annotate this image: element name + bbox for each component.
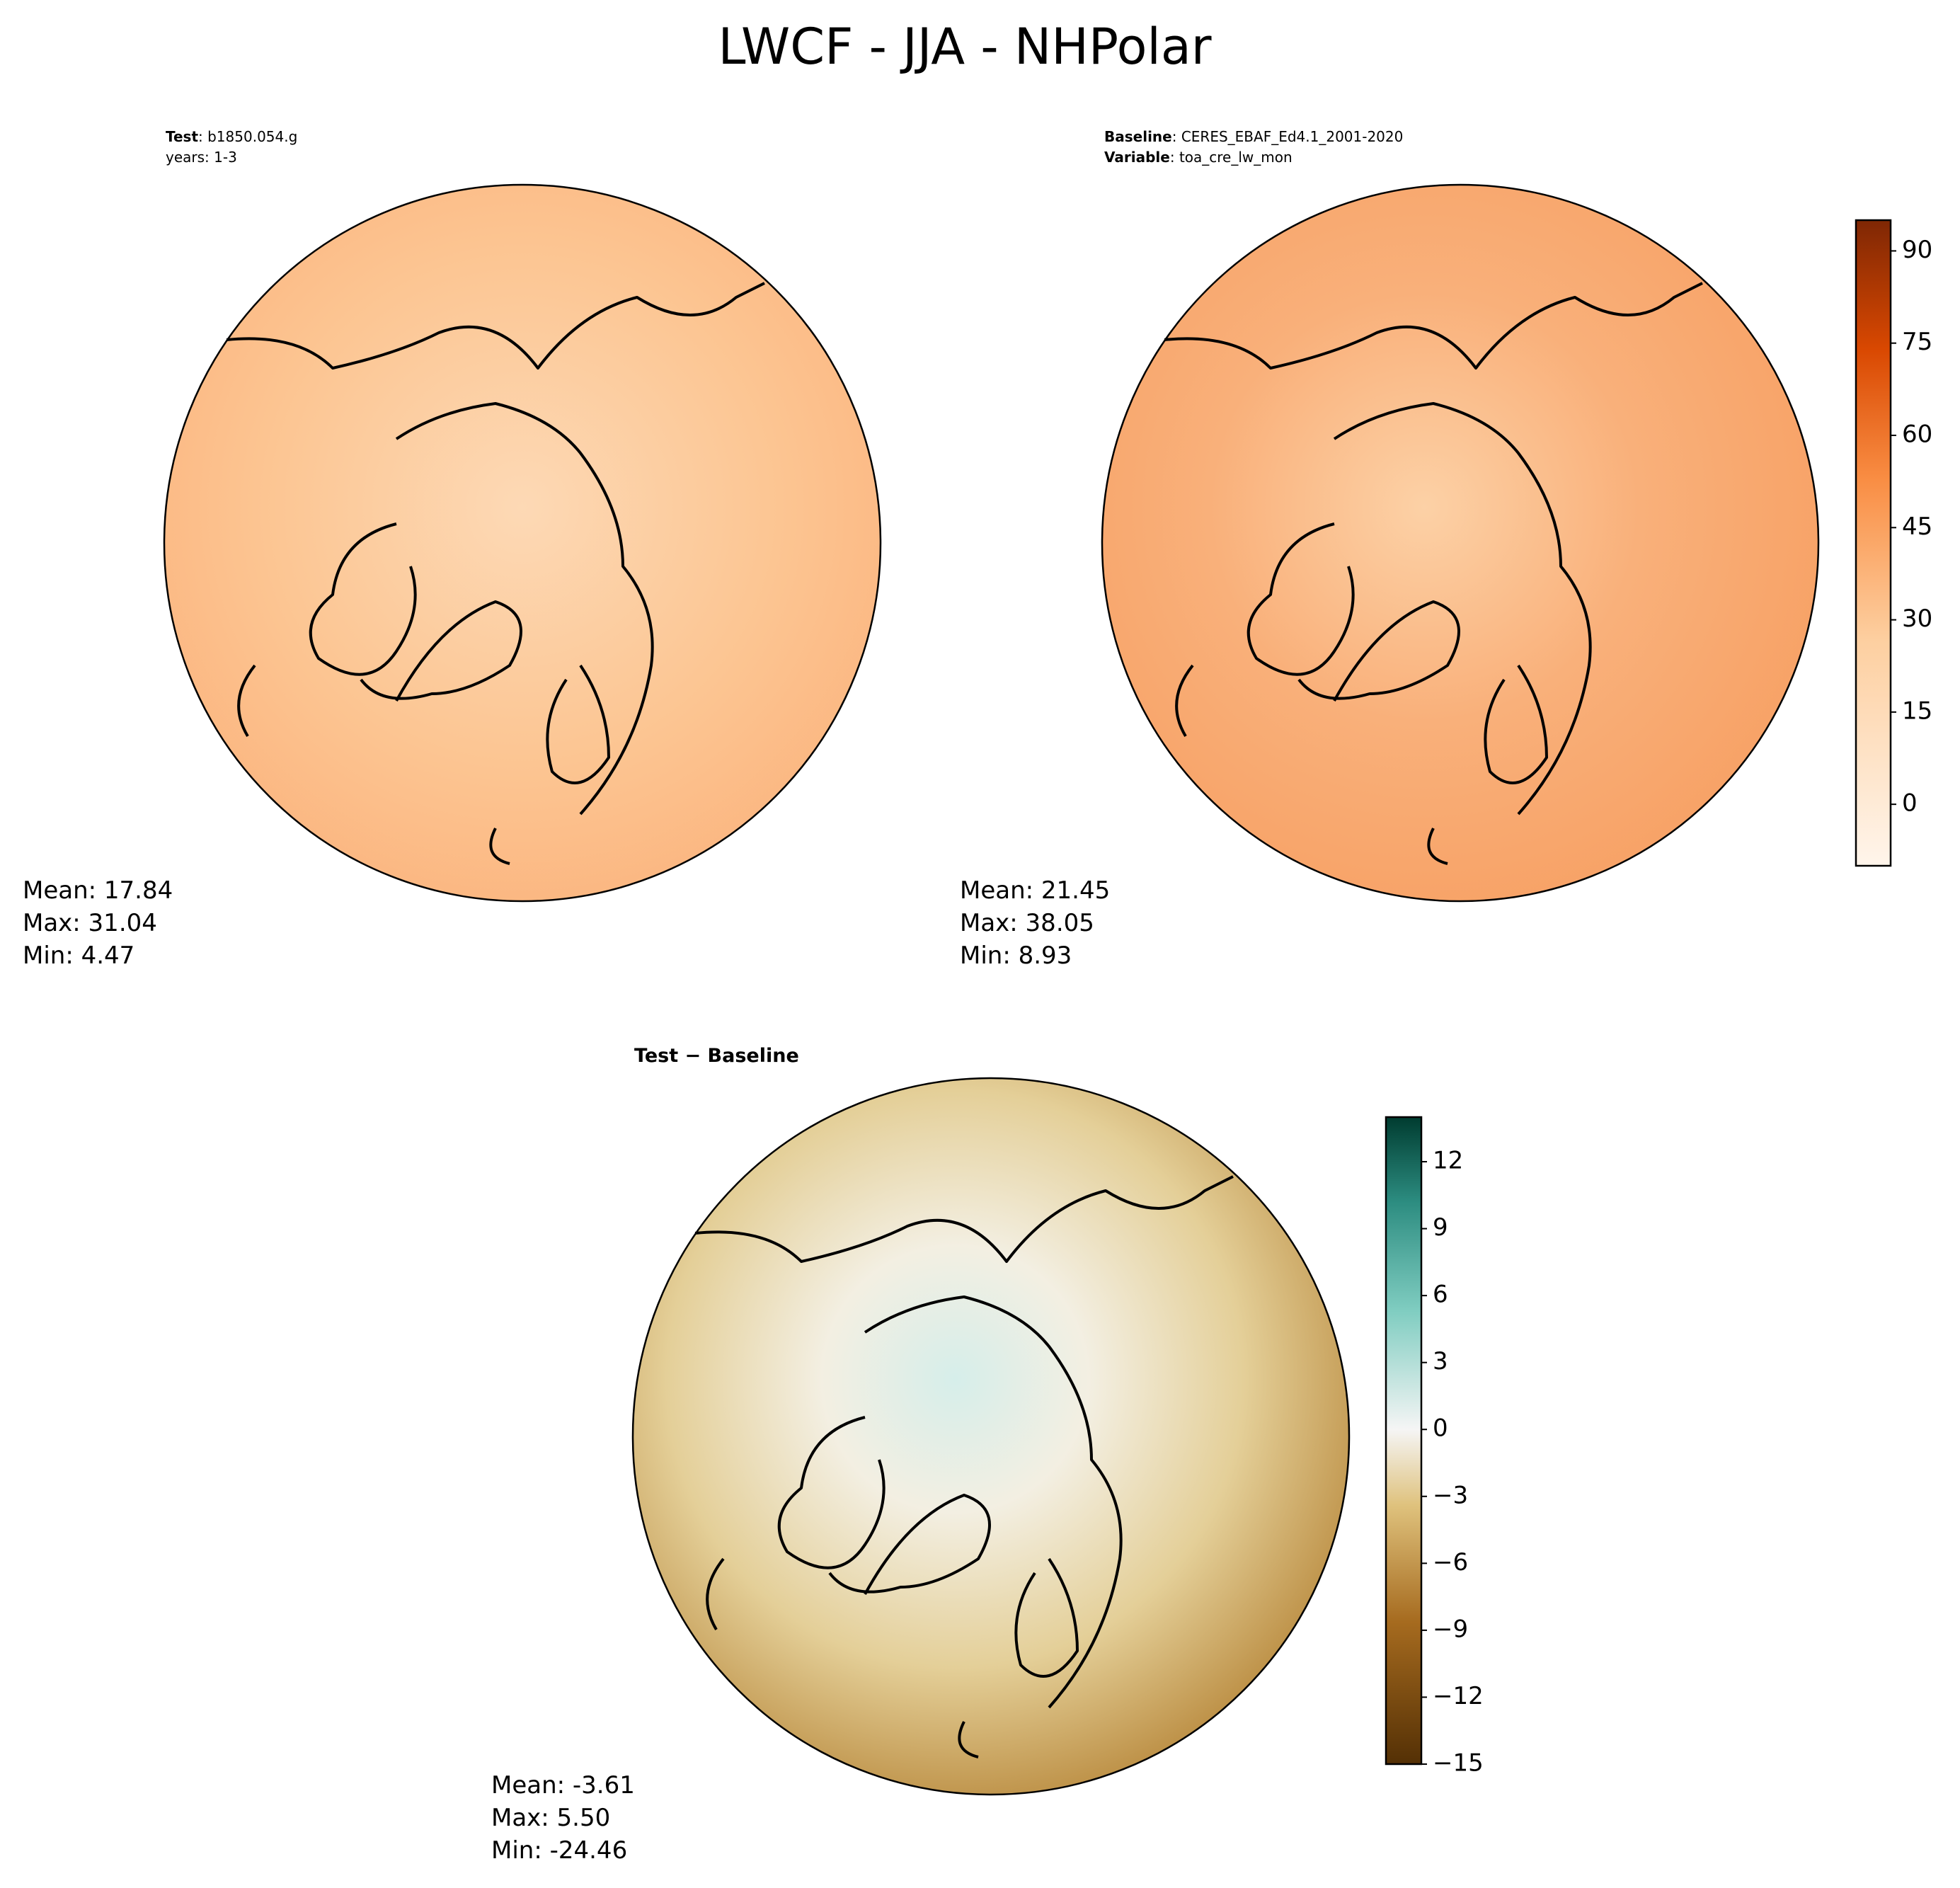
colorbar-tick-label: 9 [1433, 1213, 1448, 1242]
map-panel [1101, 183, 1820, 903]
stat-text: Max: 5.50 [491, 1804, 610, 1832]
header-key: Baseline [1104, 128, 1172, 145]
header-text: : toa_cre_lw_mon [1170, 149, 1293, 166]
colorbar-tick-label: 90 [1902, 236, 1932, 264]
colorbar-tick-label: 75 [1902, 328, 1932, 356]
map-panel [163, 183, 882, 903]
colorbar-tick-label: −3 [1433, 1481, 1468, 1509]
colorbar [1855, 219, 1892, 867]
header-key: Test [166, 128, 198, 145]
header-key: Test − Baseline [634, 1045, 799, 1067]
stat-text: Mean: 17.84 [23, 876, 173, 905]
stat-text: Max: 38.05 [960, 909, 1094, 937]
header-text: : b1850.054.g [198, 128, 297, 145]
header-key: Variable [1104, 149, 1170, 166]
colorbar-tick-label: 60 [1902, 420, 1932, 449]
colorbar-tick-label: 0 [1902, 789, 1918, 818]
coastline [1164, 282, 1703, 865]
panel-header: Baseline: CERES_EBAF_Ed4.1_2001-2020 [1104, 128, 1403, 145]
stat-text: Max: 31.04 [23, 909, 157, 937]
colorbar-tick-label: 0 [1433, 1414, 1448, 1443]
colorbar-tick-label: 3 [1433, 1347, 1448, 1375]
header-text: : CERES_EBAF_Ed4.1_2001-2020 [1172, 128, 1404, 145]
coastline [694, 1175, 1234, 1758]
map-disc [631, 1077, 1351, 1796]
map-panel [631, 1077, 1351, 1796]
map-disc [1101, 183, 1820, 903]
map-disc [163, 183, 882, 903]
panel-header: years: 1-3 [166, 149, 237, 166]
colorbar-tick-label: 45 [1902, 513, 1932, 541]
panel-header: Test: b1850.054.g [166, 128, 297, 145]
colorbar-tick-label: 12 [1433, 1147, 1463, 1175]
stat-text: Mean: -3.61 [491, 1771, 635, 1800]
figure-title: LWCF - JJA - NHPolar [718, 18, 1211, 76]
stat-text: Mean: 21.45 [960, 876, 1110, 905]
stat-text: Min: 4.47 [23, 942, 134, 970]
colorbar-tick-label: −12 [1433, 1682, 1484, 1710]
panel-header: Test − Baseline [634, 1045, 799, 1067]
header-text: years: 1-3 [166, 149, 237, 166]
stat-text: Min: 8.93 [960, 942, 1072, 970]
colorbar-tick-label: 15 [1902, 697, 1932, 725]
colorbar-tick-label: −9 [1433, 1615, 1468, 1643]
panel-header: Variable: toa_cre_lw_mon [1104, 149, 1293, 166]
colorbar-tick-label: −15 [1433, 1749, 1484, 1778]
stat-text: Min: -24.46 [491, 1836, 627, 1865]
colorbar [1385, 1116, 1423, 1766]
colorbar-tick-label: 30 [1902, 605, 1932, 633]
colorbar-tick-label: 6 [1433, 1281, 1448, 1309]
coastline [226, 282, 765, 865]
colorbar-tick-label: −6 [1433, 1548, 1468, 1577]
